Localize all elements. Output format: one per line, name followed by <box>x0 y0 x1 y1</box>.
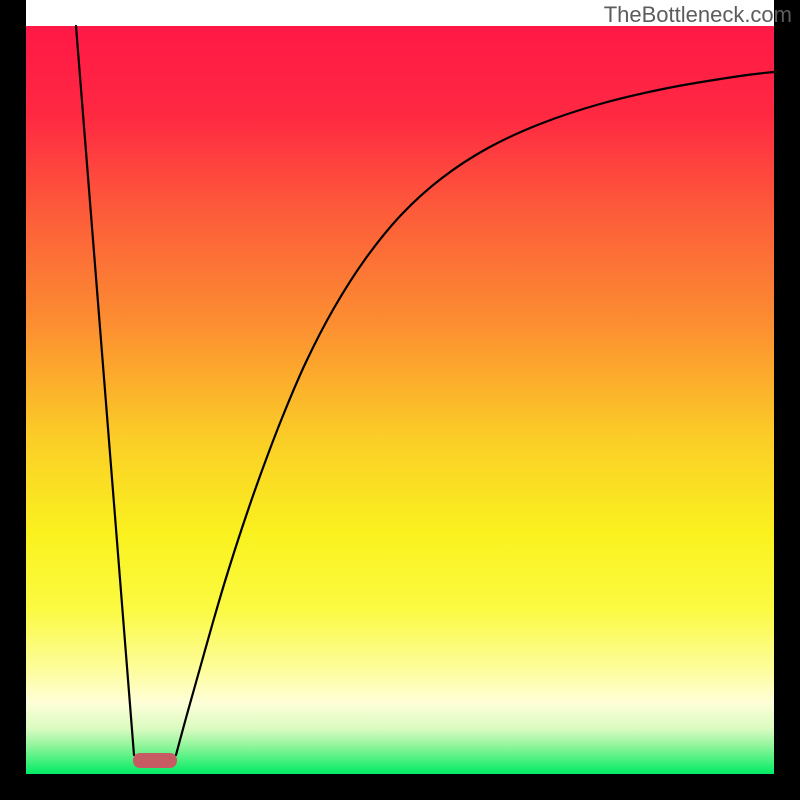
bottleneck-chart: TheBottleneck.com <box>0 0 800 800</box>
optimal-marker <box>133 753 177 768</box>
chart-svg <box>0 0 800 800</box>
plot-background <box>26 26 774 774</box>
watermark-text: TheBottleneck.com <box>604 2 792 28</box>
